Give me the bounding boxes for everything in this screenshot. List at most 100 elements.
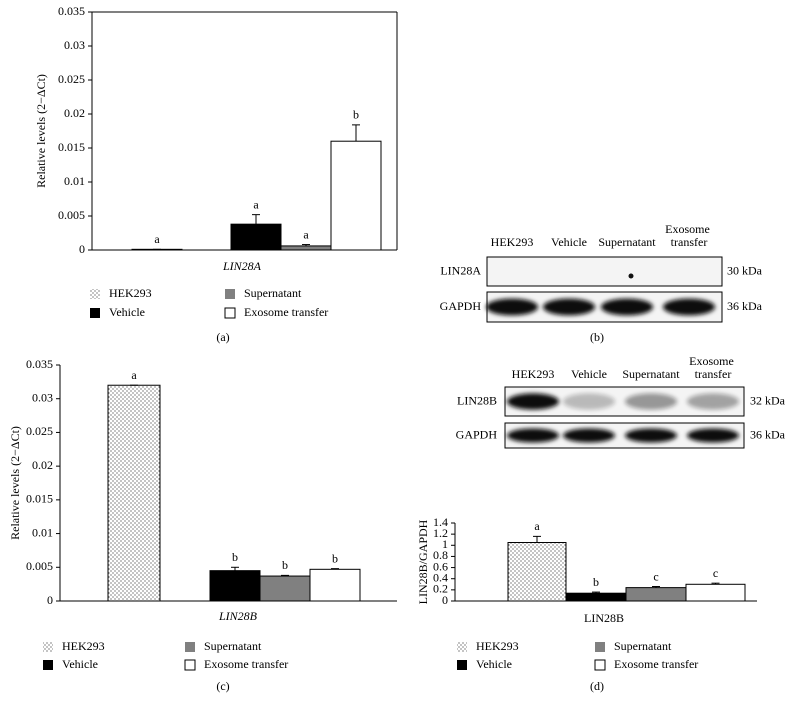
significance-letter: b xyxy=(353,108,359,122)
row-label: LIN28A xyxy=(440,263,481,277)
bar xyxy=(507,542,567,602)
panel-label: (d) xyxy=(590,679,604,693)
significance-letter: a xyxy=(534,519,540,533)
y-tick-label: 1.4 xyxy=(433,515,448,529)
legend-label: Supernatant xyxy=(204,639,262,653)
blot-strip xyxy=(486,256,723,287)
y-tick-label: 0.015 xyxy=(58,140,85,154)
significance-letter: a xyxy=(154,232,160,246)
legend-label: Vehicle xyxy=(62,657,98,671)
legend-swatch xyxy=(457,642,467,652)
significance-letter: b xyxy=(593,575,599,589)
y-tick-label: 0.025 xyxy=(58,72,85,86)
significance-letter: c xyxy=(653,569,658,583)
bar xyxy=(230,223,282,251)
legend-swatch xyxy=(184,659,196,671)
significance-letter: b xyxy=(282,558,288,572)
legend-label: HEK293 xyxy=(476,639,519,653)
error-bar xyxy=(231,566,239,571)
lane-label: Vehicle xyxy=(551,235,587,249)
blot-band xyxy=(507,428,559,443)
error-bar xyxy=(302,244,310,246)
size-label: 36 kDa xyxy=(750,427,786,441)
legend-label: Supernatant xyxy=(244,286,302,300)
legend-label: Vehicle xyxy=(476,657,512,671)
y-tick-label: 0 xyxy=(47,593,53,607)
blot-band xyxy=(663,298,715,316)
blot-band xyxy=(687,428,739,443)
legend-swatch xyxy=(224,307,236,319)
legend-swatch xyxy=(90,289,100,299)
y-tick-label: 1 xyxy=(442,537,448,551)
lane-label: Exosome transfer xyxy=(665,222,713,249)
y-tick-label: 1.2 xyxy=(433,526,448,540)
error-bar xyxy=(652,586,660,588)
error-bar xyxy=(281,574,289,577)
legend-swatch xyxy=(457,660,467,670)
y-tick-label: 0 xyxy=(442,593,448,607)
legend-label: Vehicle xyxy=(109,305,145,319)
lane-label: HEK293 xyxy=(512,367,555,381)
y-tick-label: 0.01 xyxy=(32,525,53,539)
y-tick-label: 0.01 xyxy=(64,174,85,188)
legend-swatch xyxy=(43,660,53,670)
legend-swatch xyxy=(43,642,53,652)
panel-label: (a) xyxy=(216,330,229,344)
error-bar xyxy=(252,214,260,225)
y-axis-label: LIN28B/GAPDH xyxy=(416,519,430,604)
lane-label: Exosome transfer xyxy=(689,354,737,381)
error-bar xyxy=(711,582,720,585)
error-bar xyxy=(592,591,600,594)
row-label: GAPDH xyxy=(456,427,498,441)
lane-label: Supernatant xyxy=(598,235,656,249)
legend-label: Exosome transfer xyxy=(614,657,698,671)
legend-label: HEK293 xyxy=(62,639,105,653)
y-tick-label: 0.6 xyxy=(433,559,448,573)
panel-label: (c) xyxy=(216,679,229,693)
blot-speck xyxy=(628,273,634,279)
y-tick-label: 0.02 xyxy=(64,106,85,120)
legend-label: HEK293 xyxy=(109,286,152,300)
legend-swatch xyxy=(595,642,605,652)
size-label: 30 kDa xyxy=(727,263,763,277)
size-label: 36 kDa xyxy=(727,299,763,313)
x-category-label: LIN28B xyxy=(218,609,258,623)
legend-swatch xyxy=(594,659,606,671)
y-tick-label: 0.005 xyxy=(26,559,53,573)
y-tick-label: 0.005 xyxy=(58,208,85,222)
bar xyxy=(259,575,311,602)
y-tick-label: 0 xyxy=(79,242,85,256)
significance-letter: b xyxy=(332,551,338,565)
blot-band xyxy=(601,298,653,316)
y-tick-label: 0.03 xyxy=(32,390,53,404)
lane-label: Vehicle xyxy=(571,367,607,381)
lane-label: HEK293 xyxy=(491,235,534,249)
y-tick-label: 0.03 xyxy=(64,38,85,52)
x-category-label: LIN28A xyxy=(222,259,262,273)
legend-swatch xyxy=(225,289,235,299)
legend-swatch xyxy=(90,308,100,318)
blot-band xyxy=(625,428,677,443)
bar xyxy=(280,245,332,251)
y-tick-label: 0.025 xyxy=(26,424,53,438)
x-category-label: LIN28B xyxy=(584,611,624,625)
significance-letter: a xyxy=(303,227,309,241)
y-tick-label: 0.035 xyxy=(26,357,53,371)
legend-label: Exosome transfer xyxy=(244,305,328,319)
blot-band xyxy=(543,298,595,316)
y-tick-label: 0.8 xyxy=(433,548,448,562)
blot-band xyxy=(563,393,615,410)
error-bar xyxy=(352,124,360,142)
legend-label: Exosome transfer xyxy=(204,657,288,671)
y-tick-label: 0.02 xyxy=(32,458,53,472)
bar xyxy=(309,568,361,602)
significance-letter: b xyxy=(232,550,238,564)
legend-swatch xyxy=(185,642,195,652)
blot-band xyxy=(486,298,538,316)
y-tick-label: 0.2 xyxy=(433,582,448,596)
size-label: 32 kDa xyxy=(750,393,786,407)
bar xyxy=(565,592,627,602)
error-bar xyxy=(331,568,339,570)
y-tick-label: 0.4 xyxy=(433,570,448,584)
